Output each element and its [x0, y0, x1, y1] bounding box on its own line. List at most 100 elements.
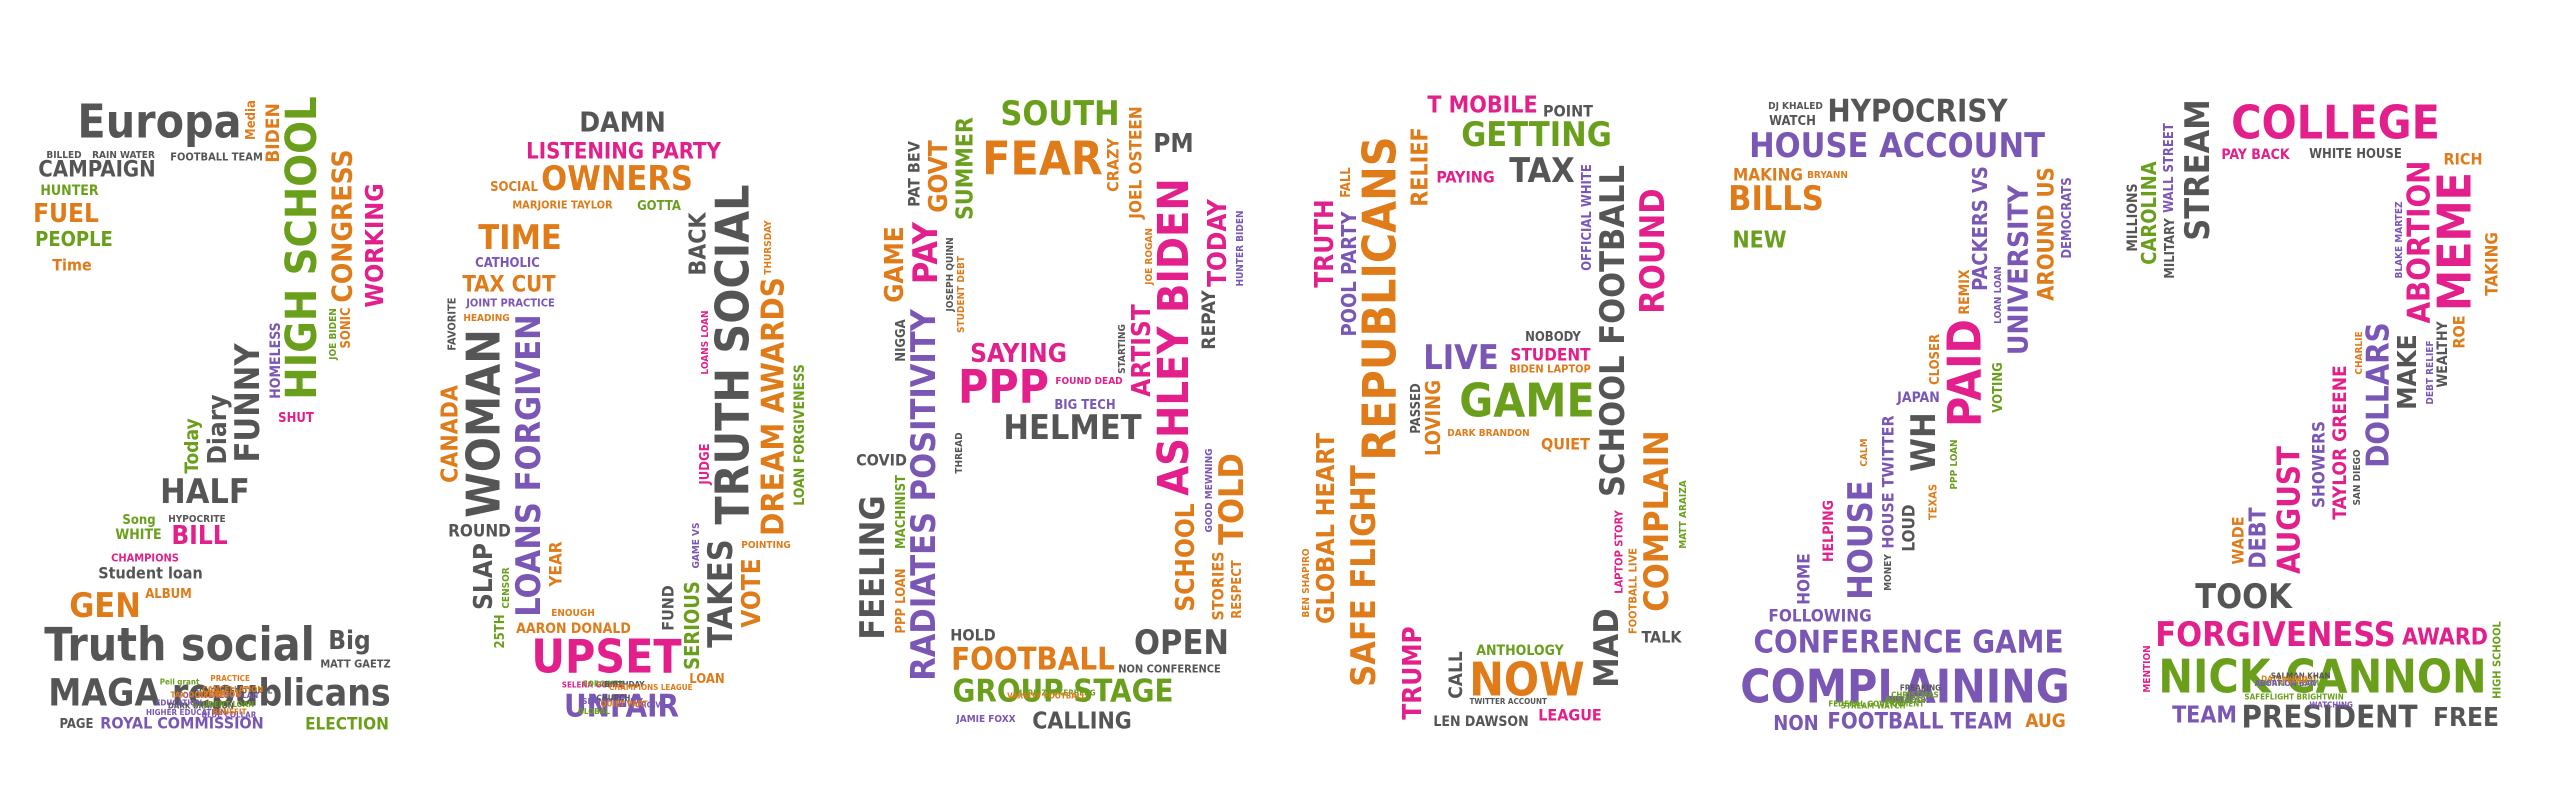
- cloud-word: TOLD: [1212, 453, 1252, 545]
- cloud-word: SAFE FLIGHT: [1344, 465, 1384, 687]
- cloud-word: PM: [1153, 129, 1193, 159]
- cloud-word: HIGH SCHOOL: [277, 96, 327, 399]
- digit-0: WOMAN TRUTH SOCIAL UPSET LOANS FORGIVEN OWNE…: [438, 106, 809, 725]
- cloud-word: QUIET PART: [600, 700, 647, 709]
- cloud-word: CAROLINA: [2137, 161, 2161, 264]
- cloud-word: BENEFIT: [213, 708, 247, 717]
- cloud-word: RICH: [2443, 150, 2482, 169]
- cloud-word: NOBODY: [1525, 330, 1581, 345]
- cloud-word: TAX CUT: [462, 273, 556, 298]
- cloud-word: TAX: [1509, 151, 1575, 191]
- cloud-word: COVID: [856, 451, 907, 470]
- cloud-word: HUNTER BIDEN: [1235, 210, 1246, 286]
- cloud-word: CHARLIE: [2354, 331, 2365, 374]
- cloud-word: VOTE: [737, 558, 767, 627]
- cloud-word: JOE ROGAN: [1144, 228, 1155, 286]
- cloud-word: CALM: [1859, 438, 1870, 466]
- cloud-word: SCHOOL FOOTBALL: [194, 686, 273, 695]
- cloud-word: FOOTBALL TEAM: [1827, 710, 2012, 735]
- cloud-word: WATCH: [1769, 114, 1816, 129]
- cloud-word: ALBUM: [145, 587, 192, 602]
- cloud-word: ABORTION BAN: [2255, 679, 2317, 688]
- cloud-word: FOOTBALL LIVE: [1627, 548, 1640, 634]
- cloud-word: SAN DIEGO: [2352, 449, 2363, 505]
- cloud-word: FREE: [2433, 703, 2499, 733]
- cloud-word: SLAP: [469, 543, 499, 610]
- cloud-word: FEAR: [982, 132, 1103, 186]
- cloud-word: JAMIE FOXX: [955, 714, 1015, 725]
- cloud-word: BILL: [171, 521, 227, 551]
- cloud-word: DOLLARS: [2361, 322, 2397, 468]
- cloud-word: TEAM: [2172, 703, 2237, 729]
- cloud-word: Media: [244, 100, 259, 140]
- cloud-word: TOOK: [2195, 577, 2293, 617]
- cloud-word: Pell grant: [160, 677, 200, 686]
- cloud-word: HELPING: [1821, 500, 1837, 562]
- cloud-word: WADE: [2229, 516, 2248, 564]
- cloud-word: CHRISTMAS: [1891, 691, 1939, 700]
- cloud-word: Song: [122, 513, 155, 528]
- cloud-word: DREAM AWARDS: [756, 277, 792, 536]
- cloud-word: LISTENING PARTY: [526, 140, 721, 165]
- cloud-word: SOUTH: [1000, 94, 1119, 134]
- cloud-word: POINTING: [741, 540, 791, 551]
- cloud-word: TRUTH SOCIAL: [706, 184, 760, 524]
- cloud-word: MILITARY: [2163, 218, 2178, 279]
- cloud-word: PPP LOAN: [894, 568, 909, 633]
- cloud-word: PACKERS VS: [1968, 166, 1992, 291]
- cloud-word: TODAY: [1203, 198, 1233, 287]
- cloud-word: BILLS: [1728, 179, 1824, 219]
- cloud-word: Diary: [203, 394, 233, 464]
- cloud-word: GAME: [1459, 374, 1594, 428]
- cloud-word: MARK ZUCKERBERG: [1015, 688, 1096, 697]
- cloud-word: MENTION: [2142, 645, 2153, 692]
- cloud-word: BRYANN: [1807, 170, 1848, 181]
- cloud-word: TWITTER ACCOUNT: [1469, 697, 1547, 706]
- cloud-word: BLUE COLLAR: [202, 710, 257, 719]
- cloud-word: DAMN: [579, 106, 666, 139]
- cloud-word: CLOSER: [1928, 334, 1943, 385]
- cloud-word: MAD: [1587, 608, 1627, 688]
- cloud-word: AARON DONALD: [516, 621, 631, 637]
- cloud-word: DARK BRANDON: [1447, 428, 1529, 439]
- cloud-word: WOMAN: [457, 329, 511, 518]
- cloud-word: HOLD: [950, 626, 995, 645]
- cloud-word: LEAGUE: [1538, 706, 1601, 725]
- cloud-word: FOLLOWING: [1768, 607, 1871, 627]
- cloud-word: MAKING: [1733, 166, 1803, 186]
- cloud-word: PAY: [906, 221, 946, 284]
- cloud-word: ROUND: [1633, 188, 1673, 313]
- cloud-word: HOUSE TWITTER: [1879, 415, 1898, 548]
- cloud-word: GROUP STAGE: [952, 674, 1173, 710]
- digit-8-first: RADIATES POSITIVITY PPP ASHLEY BIDEN FEAR OP…: [853, 94, 1252, 735]
- cloud-word: BACK: [686, 212, 712, 276]
- cloud-word: FORGIVEN: [583, 679, 625, 688]
- cloud-word: HIGH SCHOOL: [2491, 621, 2504, 699]
- cloud-word: SERIOUS: [680, 581, 704, 670]
- cloud-word: GLOBAL: [578, 707, 610, 716]
- cloud-word: TRUMP: [1398, 626, 1428, 719]
- cloud-word: FAVORITE: [446, 297, 459, 350]
- cloud-word: Time: [52, 256, 92, 275]
- cloud-word: LOAN FORGIVENESS: [792, 364, 808, 506]
- cloud-word: MAKE: [2393, 334, 2423, 410]
- cloud-word: UPSET: [531, 630, 682, 684]
- cloud-word: SEAN HANNITY: [582, 697, 643, 706]
- cloud-word: MATT GAETZ: [320, 658, 390, 671]
- cloud-word: GLOBAL HEART: [1311, 432, 1340, 624]
- cloud-word: SHOWERS: [2310, 421, 2330, 508]
- cloud-word: JOE BIDEN: [328, 308, 339, 361]
- cloud-word: Student loan: [98, 564, 203, 583]
- cloud-word: PPP LOAN: [1949, 439, 1960, 489]
- cloud-word: NIGGA: [894, 319, 909, 361]
- cloud-word: WORKING: [360, 183, 389, 307]
- cloud-word: FUEL: [33, 199, 99, 229]
- cloud-word: LOUD: [1900, 504, 1920, 551]
- cloud-word: OFFICIAL WHITE: [1580, 164, 1595, 271]
- cloud-word: CHURCH: [596, 694, 630, 703]
- cloud-word: ABORTION: [2402, 160, 2438, 323]
- cloud-word: DATE AUGUST: [2261, 674, 2317, 683]
- cloud-word: MATT ARAIZA: [1678, 480, 1689, 548]
